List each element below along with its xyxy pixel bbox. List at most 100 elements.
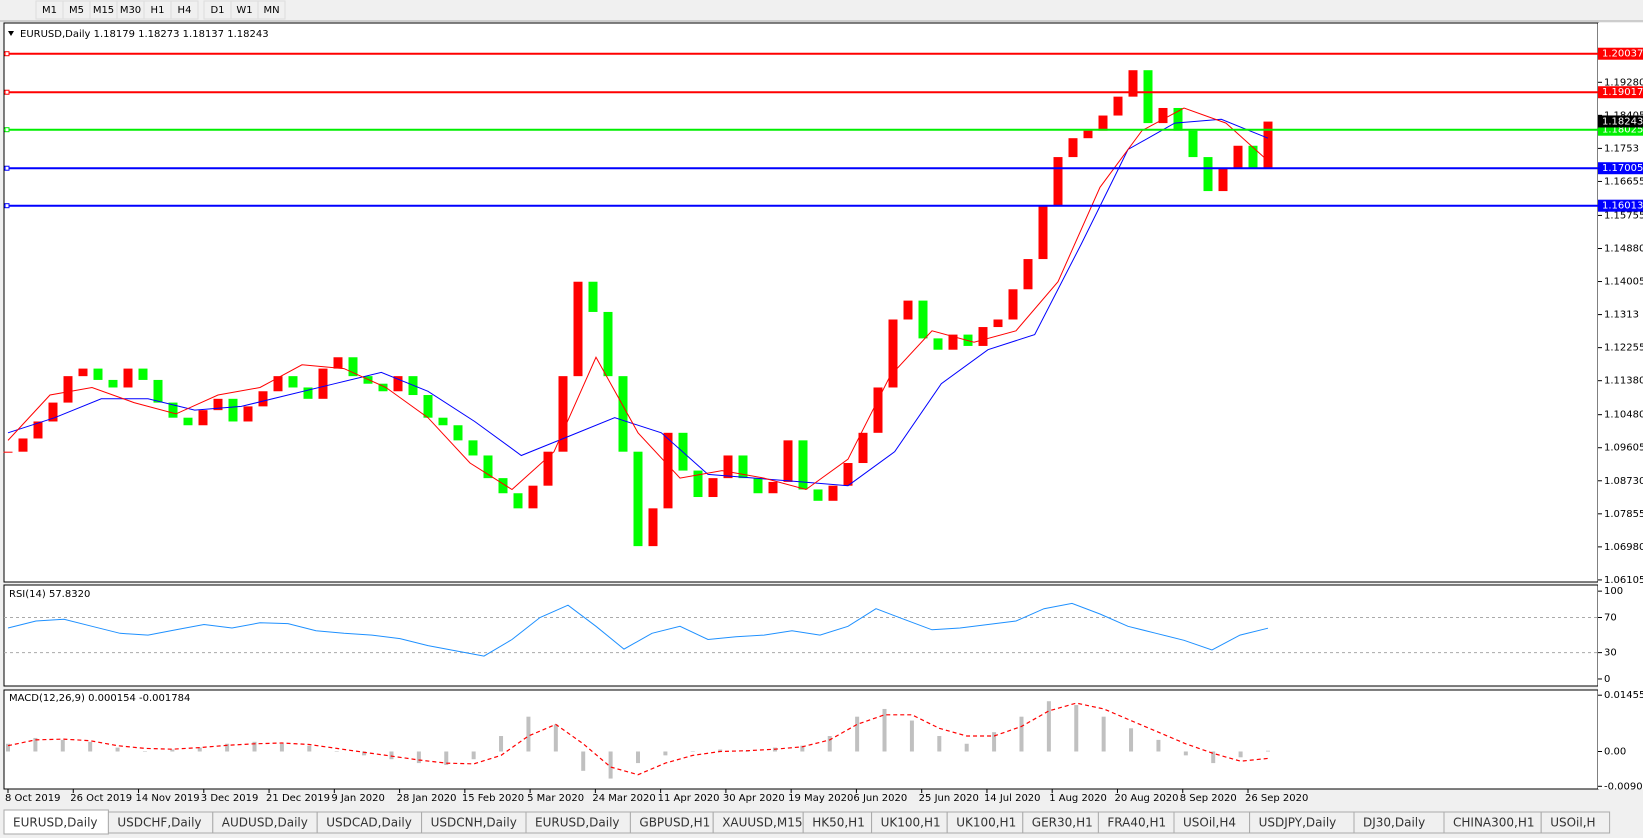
- timeframe-label[interactable]: D1: [210, 5, 224, 16]
- candle: [888, 319, 898, 388]
- rsi-tick-label: 0: [1604, 674, 1610, 685]
- macd-bar: [389, 751, 394, 760]
- candle: [993, 319, 1003, 328]
- candle: [1098, 115, 1108, 131]
- macd-bar: [334, 751, 339, 752]
- macd-bar: [88, 741, 93, 752]
- price-tick-label: 1.10480: [1604, 410, 1643, 421]
- candle: [3, 451, 13, 453]
- tab-label[interactable]: EURUSD,Daily: [535, 816, 620, 830]
- date-label: 26 Oct 2019: [70, 793, 132, 804]
- candle: [573, 281, 583, 377]
- timeframe-label[interactable]: M15: [93, 5, 114, 16]
- timeframe-button[interactable]: [257, 0, 286, 20]
- candle: [768, 481, 778, 494]
- date-label: 6 Jun 2020: [853, 793, 907, 804]
- candle: [348, 357, 358, 377]
- candle: [1263, 121, 1273, 169]
- candle: [93, 368, 103, 380]
- level-tag: 1.19017: [1602, 87, 1643, 98]
- timeframe-label[interactable]: M5: [69, 5, 84, 16]
- tab-label[interactable]: UK100,H1: [881, 816, 941, 830]
- price-tick-label: 1.15755: [1604, 210, 1643, 221]
- candle: [738, 455, 748, 479]
- date-label: 26 Sep 2020: [1245, 793, 1308, 804]
- level-handle: [4, 203, 10, 209]
- candle: [378, 383, 388, 392]
- date-label: 5 Mar 2020: [527, 793, 584, 804]
- tab-label[interactable]: GER30,H1: [1032, 816, 1093, 830]
- candle: [1038, 206, 1048, 260]
- candle: [1173, 107, 1183, 131]
- timeframe-label[interactable]: MN: [263, 5, 279, 16]
- macd-bar: [1046, 701, 1051, 752]
- macd-tick-label: 0.014556: [1604, 690, 1643, 701]
- timeframe-label[interactable]: M1: [42, 5, 57, 16]
- timeframe-label[interactable]: H4: [178, 5, 192, 16]
- tab-label[interactable]: USDCAD,Daily: [326, 816, 412, 830]
- candle: [1233, 145, 1243, 169]
- candle: [438, 417, 448, 426]
- tab-label[interactable]: HK50,H1: [812, 816, 865, 830]
- date-label: 1 Aug 2020: [1049, 793, 1107, 804]
- macd-bar: [1156, 739, 1161, 752]
- candle: [1248, 145, 1258, 169]
- rsi-tick-label: 100: [1604, 586, 1623, 597]
- timeframe-label[interactable]: H1: [151, 5, 165, 16]
- timeframe-label[interactable]: M30: [120, 5, 141, 16]
- date-label: 20 Aug 2020: [1114, 793, 1178, 804]
- header-arrow: [8, 31, 14, 36]
- candle: [648, 508, 658, 547]
- candle: [333, 357, 343, 369]
- price-tick-label: 1.06105: [1604, 575, 1643, 586]
- candle: [1068, 138, 1078, 158]
- tab-label[interactable]: DJ30,Daily: [1363, 816, 1425, 830]
- candle: [978, 327, 988, 346]
- timeframe-button[interactable]: [170, 0, 199, 20]
- tab-label[interactable]: USDCHF,Daily: [117, 816, 201, 830]
- date-label: 24 Mar 2020: [592, 793, 655, 804]
- tab-label[interactable]: XAUUSD,M15: [722, 816, 802, 830]
- tab-label[interactable]: EURUSD,Daily: [13, 816, 98, 830]
- macd-bar: [992, 732, 997, 752]
- date-label: 14 Nov 2019: [136, 793, 200, 804]
- level-tag-box: [1598, 86, 1643, 99]
- macd-bar: [33, 737, 38, 752]
- candle: [903, 300, 913, 320]
- tab-label[interactable]: CHINA300,H1: [1453, 816, 1535, 830]
- timeframe-label[interactable]: W1: [236, 5, 252, 16]
- candle: [753, 478, 763, 494]
- main-panel: [3, 22, 1599, 583]
- macd-bar: [553, 724, 558, 752]
- candle: [828, 485, 838, 501]
- candle: [228, 398, 238, 422]
- tab[interactable]: [1540, 811, 1611, 834]
- tab-label[interactable]: USOil,H: [1550, 816, 1595, 830]
- tab-label[interactable]: USOil,H4: [1183, 816, 1236, 830]
- price-tick-label: 1.06980: [1604, 542, 1643, 553]
- macd-bar: [1266, 750, 1270, 752]
- tab-label[interactable]: USDJPY,Daily: [1259, 816, 1337, 830]
- tab-label[interactable]: USDCNH,Daily: [431, 816, 517, 830]
- candle: [213, 398, 223, 411]
- price-tick-label: 1.08730: [1604, 476, 1643, 487]
- tab-label[interactable]: GBPUSD,H1: [639, 816, 710, 830]
- candle: [708, 478, 718, 498]
- date-label: 21 Dec 2019: [266, 793, 330, 804]
- candle: [1188, 130, 1198, 158]
- price-tick-label: 1.1753: [1604, 143, 1639, 154]
- candle: [513, 493, 523, 509]
- candle: [1218, 168, 1228, 192]
- macd-bar: [1019, 716, 1024, 752]
- price-tick-label: 1.11380: [1604, 376, 1643, 387]
- tab-label[interactable]: UK100,H1: [956, 816, 1016, 830]
- candle: [108, 379, 118, 388]
- date-label: 25 Jun 2020: [919, 793, 979, 804]
- tab-label[interactable]: AUDUSD,Daily: [222, 816, 308, 830]
- macd-bar: [1129, 728, 1134, 752]
- macd-bar: [964, 743, 969, 752]
- macd-bar: [663, 751, 668, 756]
- tab-label[interactable]: FRA40,H1: [1107, 816, 1166, 830]
- candle: [423, 395, 433, 418]
- active-tab[interactable]: [3, 809, 109, 835]
